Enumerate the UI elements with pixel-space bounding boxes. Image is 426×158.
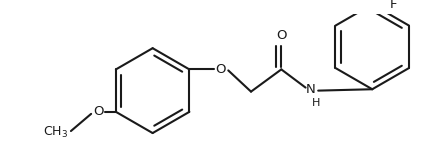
Text: CH$_3$: CH$_3$ <box>43 125 68 140</box>
Text: F: F <box>389 0 397 11</box>
Text: O: O <box>276 29 287 42</box>
Text: O: O <box>216 63 226 76</box>
Text: H: H <box>311 98 320 108</box>
Text: O: O <box>93 105 104 118</box>
Text: N: N <box>306 83 316 96</box>
